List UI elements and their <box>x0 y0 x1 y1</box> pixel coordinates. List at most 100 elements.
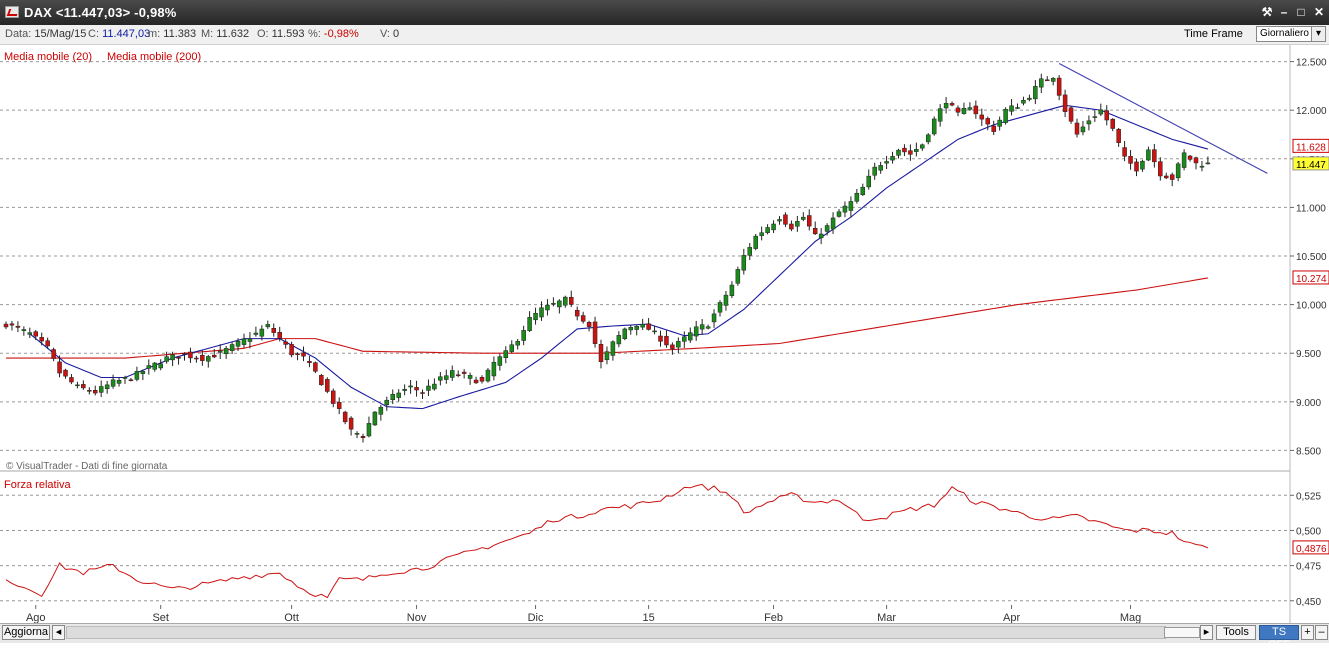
rs-tick-label: 0,450 <box>1296 597 1321 608</box>
candle-body <box>812 228 818 235</box>
candle-body <box>604 351 610 361</box>
candle-body <box>241 338 247 345</box>
percent-readout: %: -0,98% <box>308 28 359 40</box>
candle-body <box>658 335 663 342</box>
candle-body <box>354 433 360 435</box>
candle-body <box>723 294 729 306</box>
candle-body <box>444 375 449 380</box>
candle-body <box>331 390 336 404</box>
zoom-in-button[interactable]: + <box>1301 625 1314 640</box>
ma20-line <box>29 104 1209 410</box>
candle-body <box>1033 86 1038 100</box>
candle-body <box>116 379 122 384</box>
candle-body <box>842 205 848 213</box>
chart-area[interactable]: 12.50012.00011.50011.00010.50010.0009.50… <box>0 45 1329 623</box>
candle-body <box>824 225 830 232</box>
maximize-button[interactable]: □ <box>1297 5 1305 19</box>
candle-body <box>598 344 604 363</box>
candle-body <box>372 411 378 426</box>
chevron-down-icon[interactable]: ▾ <box>1311 27 1325 41</box>
candle-body <box>1175 163 1181 179</box>
candle-body <box>271 328 276 333</box>
candle-body <box>1009 105 1014 112</box>
candle-body <box>884 161 889 164</box>
candle-body <box>206 356 211 362</box>
candle-body <box>69 377 74 383</box>
price-tick-label: 10.500 <box>1296 252 1327 263</box>
candle-body <box>902 147 907 153</box>
candle-body <box>378 406 384 415</box>
candle-body <box>110 379 116 387</box>
candle-body <box>283 341 288 345</box>
candle-body <box>914 149 919 152</box>
zoom-out-button[interactable]: – <box>1315 625 1328 640</box>
candle-body <box>896 149 901 156</box>
candle-body <box>1092 116 1098 118</box>
candle-body <box>741 255 747 271</box>
candle-body <box>557 300 562 308</box>
rs-gridlines <box>0 494 1290 602</box>
candle-body <box>735 269 741 284</box>
candle-body <box>146 365 152 369</box>
candle-body <box>985 118 990 125</box>
candle-body <box>574 309 580 317</box>
tools-button[interactable]: Tools <box>1216 625 1256 640</box>
candle-body <box>563 296 568 306</box>
value-tag-box <box>1292 138 1329 153</box>
candle-body <box>747 247 752 256</box>
candle-body <box>765 227 770 233</box>
tool-icon[interactable]: ⚒ <box>1261 5 1273 19</box>
candle-body <box>533 312 538 321</box>
x-tick-label: Dic <box>528 612 544 623</box>
minimize-button[interactable]: – <box>1280 5 1288 19</box>
candle-body <box>646 323 651 330</box>
candle-body <box>795 221 800 227</box>
timeframe-select[interactable]: Giornaliero ▾ <box>1256 26 1326 42</box>
candle-body <box>551 303 556 305</box>
candle-body <box>158 363 163 369</box>
candle-body <box>1110 118 1115 129</box>
candle-body <box>771 223 776 231</box>
chart-app-icon <box>5 6 19 18</box>
candle-body <box>527 317 532 331</box>
candle-body <box>753 235 758 249</box>
candle-body <box>479 376 485 382</box>
candle-body <box>473 379 479 384</box>
candle-body <box>342 411 348 423</box>
scrollbar-thumb[interactable] <box>1164 627 1200 638</box>
candle-body <box>1193 157 1199 164</box>
close-button[interactable]: ✕ <box>1313 5 1325 19</box>
candle-body <box>622 328 628 340</box>
refresh-button[interactable]: Aggiorna <box>2 625 50 640</box>
candle-body <box>319 375 324 386</box>
candle-body <box>943 103 949 109</box>
candle-body <box>1050 78 1056 82</box>
window-title: DAX <11.447,03> -0,98% <box>24 5 177 20</box>
candle-body <box>170 354 175 361</box>
date-readout: Data: 15/Mag/15 <box>5 28 87 40</box>
candle-body <box>188 351 193 359</box>
candle-body <box>301 352 306 357</box>
candle-body <box>937 108 943 122</box>
scroll-left-button[interactable]: ◂ <box>52 625 65 640</box>
candle-body <box>717 302 723 313</box>
candle-body <box>51 349 56 359</box>
value-tag-label: 10.274 <box>1296 274 1327 285</box>
candle-body <box>200 355 205 361</box>
ts-toggle-button[interactable]: TS OFF <box>1259 625 1299 651</box>
candle-body <box>491 361 497 377</box>
candle-body <box>420 392 425 394</box>
horizontal-scrollbar[interactable] <box>66 626 1166 639</box>
x-axis: Ago Set Ott Nov Dic 15 Feb Mar Apr Mag <box>26 605 1141 623</box>
scroll-right-button[interactable]: ▸ <box>1200 625 1213 640</box>
x-tick-label: Feb <box>764 612 783 623</box>
candle-body <box>961 107 967 114</box>
candle-body <box>1146 149 1151 161</box>
candle-body <box>979 114 985 120</box>
candle-body <box>616 335 622 345</box>
candle-body <box>610 341 616 356</box>
candle-body <box>1015 107 1020 109</box>
candle-body <box>408 385 413 388</box>
candle-body <box>634 325 639 330</box>
candle-body <box>580 315 586 322</box>
